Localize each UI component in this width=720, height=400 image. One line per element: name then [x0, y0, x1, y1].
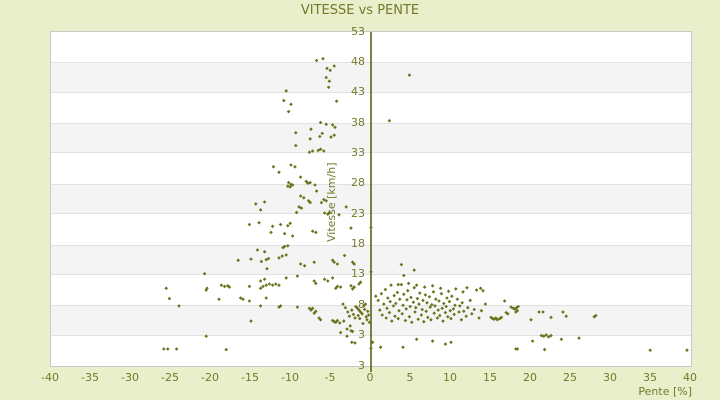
- x-tick-label: 15: [483, 371, 497, 384]
- plot-area: [50, 31, 692, 372]
- x-tick-label: -5: [324, 371, 336, 384]
- x-tick-label: 40: [683, 371, 697, 384]
- x-tick-label: 20: [523, 371, 537, 384]
- x-tick-label: -40: [41, 371, 59, 384]
- chart-title: VITESSE vs PENTE: [300, 3, 420, 18]
- x-tick-label: 10: [443, 371, 457, 384]
- y-tick-label: 13: [351, 267, 365, 281]
- y-tick-label: 3: [358, 328, 365, 342]
- y-tick-label: 28: [351, 176, 365, 190]
- x-tick-label: -15: [241, 371, 259, 384]
- x-tick-label: 5: [406, 371, 414, 384]
- x-tick-label: -20: [201, 371, 219, 384]
- scatter-points: [162, 32, 689, 372]
- y-tick-label: 8: [358, 297, 365, 311]
- x-tick-label: -25: [161, 371, 179, 384]
- y-tick-label: 33: [351, 145, 365, 159]
- y-tick-label: 53: [351, 24, 365, 38]
- y-tick-label: 38: [351, 115, 365, 129]
- x-tick-label: -30: [121, 371, 139, 384]
- x-tick-label: 30: [603, 371, 617, 384]
- scatter-point-markers: [162, 56, 689, 353]
- y-tick-label: 48: [351, 54, 365, 68]
- y-axis-title: Vitesse [km/h]: [325, 162, 338, 243]
- x-axis-title: Pente [%]: [638, 385, 692, 398]
- y-tick-label: 23: [351, 206, 365, 220]
- x-tick-label: 0: [366, 371, 374, 384]
- x-tick-label: -10: [281, 371, 299, 384]
- y-tick-label: 43: [351, 85, 365, 99]
- y-tick-label: 18: [351, 237, 365, 251]
- x-tick-label: -35: [81, 371, 99, 384]
- x-tick-label: 35: [643, 371, 657, 384]
- x-tick-label: 25: [563, 371, 577, 384]
- y-tick-label: 3: [358, 358, 365, 372]
